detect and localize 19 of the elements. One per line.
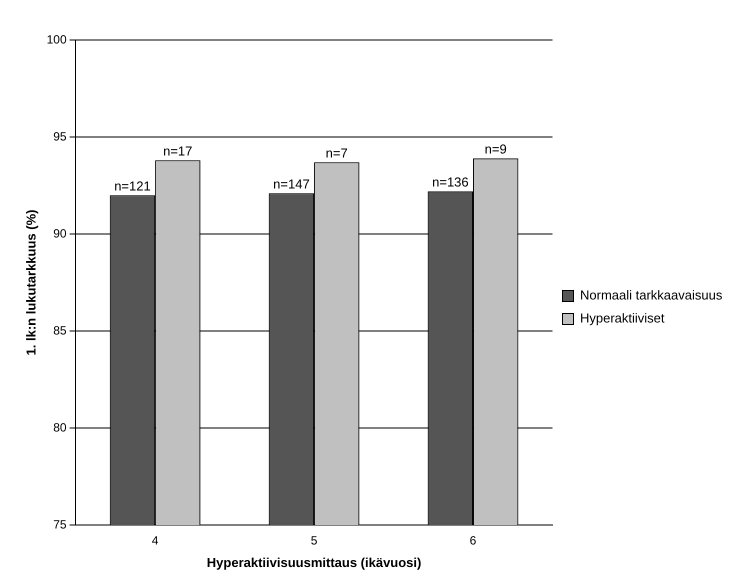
- y-tick-label: 100: [46, 32, 67, 46]
- annotation: n=147: [273, 176, 310, 192]
- x-axis-title: Hyperaktiivisuusmittaus (ikävuosi): [206, 554, 422, 570]
- annotation: n=121: [114, 178, 151, 194]
- x-tick-label: 6: [470, 534, 477, 548]
- y-tick-label: 80: [53, 420, 67, 434]
- legend-label: Normaali tarkkaavaisuus: [580, 288, 723, 303]
- annotation: n=136: [432, 174, 469, 190]
- y-tick-label: 85: [53, 323, 67, 338]
- x-tick-label: 5: [310, 534, 318, 548]
- annotation: n=9: [484, 141, 507, 156]
- y-axis-title: 1. lk:n lukutarkkuus (%): [23, 210, 38, 356]
- y-tick-label: 75: [53, 517, 67, 532]
- legend-label: Hyperaktiiviset: [580, 310, 665, 326]
- annotation: n=7: [326, 145, 348, 160]
- y-tick-label: 95: [53, 129, 67, 144]
- x-tick-label: 4: [152, 534, 159, 548]
- y-tick-label: 90: [53, 226, 67, 240]
- annotation: n=17: [163, 143, 192, 158]
